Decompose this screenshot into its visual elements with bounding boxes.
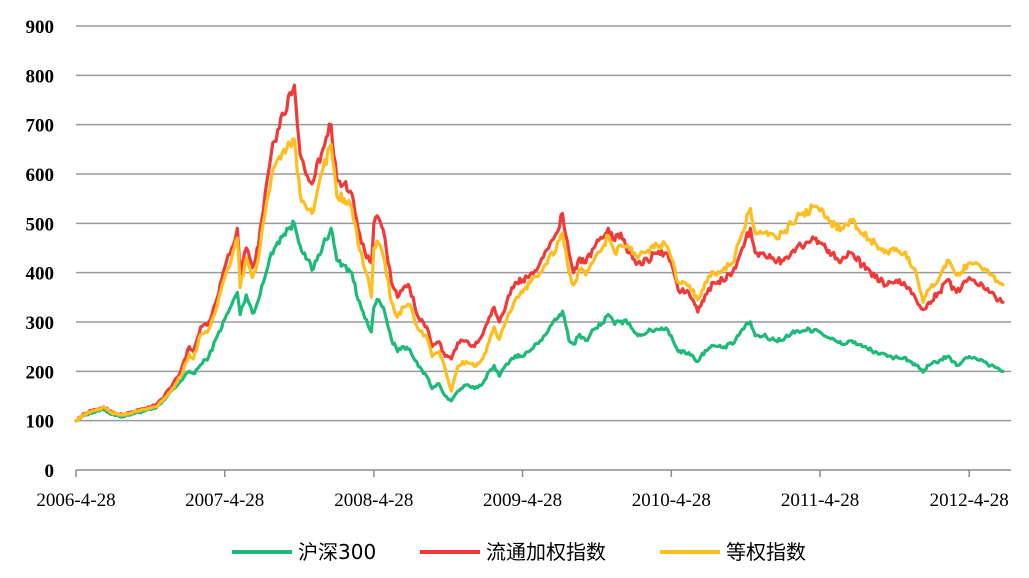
- legend-label-3: 等权指数: [726, 540, 806, 564]
- x-tick-label: 2007-4-28: [185, 490, 264, 511]
- y-tick-label: 900: [26, 17, 55, 38]
- x-tick-label: 2008-4-28: [334, 490, 413, 511]
- gridlines: [76, 25, 1011, 422]
- legend: 沪深300 流通加权指数 等权指数: [232, 540, 806, 564]
- x-tick-label: 2010-4-28: [632, 490, 711, 511]
- series-line-1: [74, 219, 1005, 423]
- y-tick-label: 500: [26, 214, 55, 235]
- y-tick-label: 300: [26, 313, 55, 334]
- y-tick-label: 0: [45, 461, 55, 482]
- series-line-3: [74, 137, 1005, 423]
- y-tick-label: 800: [26, 66, 55, 87]
- y-tick-label: 100: [26, 412, 55, 433]
- x-tick-label: 2006-4-28: [36, 490, 115, 511]
- legend-label-1: 沪深300: [298, 540, 376, 564]
- x-tick-label: 2012-4-28: [930, 490, 1009, 511]
- y-tick-label: 700: [26, 116, 55, 137]
- series-lines: [74, 83, 1005, 423]
- x-tick-label: 2009-4-28: [483, 490, 562, 511]
- legend-label-2: 流通加权指数: [486, 540, 606, 564]
- y-tick-label: 400: [26, 264, 55, 285]
- x-tick-label: 2011-4-28: [781, 490, 859, 511]
- y-tick-label: 200: [26, 362, 55, 383]
- axes: 0 100 200 300 400 500 600 700 800 900 2006-4-28 200…: [26, 17, 1011, 511]
- series-line-2: [74, 83, 1005, 423]
- y-tick-label: 600: [26, 165, 55, 186]
